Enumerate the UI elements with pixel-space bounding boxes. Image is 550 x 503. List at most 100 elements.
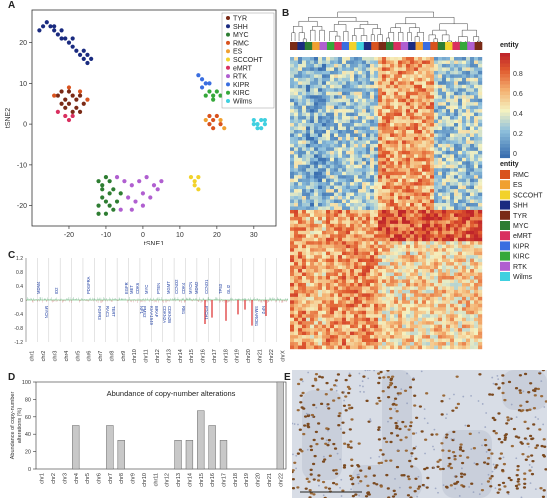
heatmap-cell — [334, 324, 339, 329]
heatmap-cell — [386, 289, 391, 294]
point-RTK-9 — [140, 191, 146, 196]
point-MYC-3 — [107, 179, 112, 184]
heatmap-cell — [434, 248, 439, 252]
heatmap-cell — [434, 84, 439, 89]
heatmap-cell — [446, 286, 451, 291]
heatmap-cell — [350, 234, 355, 238]
heatmap-cell — [346, 345, 351, 350]
heatmap-cell — [302, 116, 307, 120]
heatmap-cell — [450, 317, 455, 322]
heatmap-cell — [342, 307, 347, 311]
tissue-stroma — [302, 370, 547, 498]
heatmap-cell — [470, 60, 475, 65]
heatmap-cell — [386, 57, 391, 61]
heatmap-cell — [330, 91, 335, 96]
heatmap-cell — [318, 227, 323, 232]
heatmap-cell — [310, 237, 315, 242]
heatmap-cell — [370, 206, 375, 211]
point-RMC-1 — [77, 89, 83, 94]
heatmap-cell — [474, 276, 479, 280]
heatmap-cell — [298, 67, 303, 72]
heatmap-cell — [450, 178, 455, 183]
heatmap-cell — [470, 321, 475, 325]
point-SHH-9 — [70, 44, 75, 49]
heatmap-cell — [458, 192, 463, 197]
heatmap-cell — [358, 307, 363, 311]
heatmap-cell — [398, 289, 403, 294]
heatmap-cell — [302, 95, 307, 99]
point-SHH-11 — [77, 52, 83, 57]
heatmap-cell — [362, 244, 367, 249]
heatmap-cell — [330, 105, 335, 110]
heatmap-cell — [310, 67, 315, 72]
point-Wilms-5 — [259, 126, 264, 131]
heatmap-cell — [386, 248, 391, 252]
heatmap-cell — [366, 77, 371, 82]
heatmap-cell — [434, 227, 439, 232]
heatmap-cell — [470, 192, 475, 197]
heatmap-cell — [306, 130, 311, 134]
heatmap-cell — [394, 112, 399, 117]
heatmap-cell — [334, 296, 339, 301]
cnv-gene-label-up-14: TP53 — [218, 283, 223, 294]
heatmap-cell — [418, 140, 423, 145]
heatmap-cell — [366, 185, 371, 190]
heatmap-cell — [474, 335, 479, 339]
heatmap-cell — [298, 248, 303, 252]
heatmap-cell — [422, 269, 427, 273]
heatmap-cell — [318, 269, 323, 273]
heatmap-cell — [386, 269, 391, 273]
heatmap-cell — [334, 67, 339, 72]
heatmap-cell — [330, 255, 335, 259]
heatmap-cell — [298, 178, 303, 183]
heatmap-cell — [354, 244, 359, 249]
heatmap-cell — [290, 328, 295, 332]
heatmap-cell — [398, 213, 403, 218]
bar-chr15 — [197, 410, 205, 470]
heatmap-cell — [290, 234, 295, 238]
heatmap-cell — [306, 60, 311, 65]
heatmap-cell — [454, 102, 459, 106]
heatmap-cell — [454, 91, 459, 96]
heatmap-cell — [366, 269, 371, 273]
heatmap-cell — [474, 140, 479, 145]
heatmap-cell — [338, 303, 343, 308]
heatmap-cell — [386, 136, 391, 141]
heatmap-cell — [298, 276, 303, 280]
heatmap-cell — [446, 303, 451, 308]
heatmap-cell — [414, 328, 419, 332]
heatmap-cell — [378, 286, 383, 291]
heatmap-cell — [462, 77, 467, 82]
heatmap-cell — [418, 143, 423, 148]
heatmap-cell — [386, 293, 391, 298]
heatmap-cell — [478, 272, 483, 277]
heatmap-cell — [378, 331, 383, 336]
heatmap-cell — [310, 216, 315, 221]
heatmap-cell — [318, 335, 323, 339]
heatmap-cell — [474, 213, 479, 218]
heatmap-cell — [310, 105, 315, 110]
heatmap-cell — [294, 328, 299, 332]
heatmap-cell — [358, 269, 363, 273]
heatmap-cell — [342, 95, 347, 99]
heatmap-cell — [406, 276, 411, 280]
heatmap-cell — [306, 310, 311, 315]
heatmap-cell — [470, 241, 475, 245]
heatmap-cell — [294, 192, 299, 197]
heatmap-cell — [454, 77, 459, 82]
heatmap-cell — [366, 154, 371, 159]
heatmap-cell — [474, 192, 479, 197]
heatmap-cell — [374, 300, 379, 305]
heatmap-cell — [302, 255, 307, 259]
heatmap-cell — [302, 223, 307, 228]
heatmap-cell — [338, 182, 343, 186]
heatmap-cell — [290, 88, 295, 92]
heatmap-cell — [382, 175, 387, 179]
heatmap-cell — [294, 265, 299, 270]
heatmap-cell — [442, 91, 447, 96]
heatmap-cell — [322, 60, 327, 65]
heatmap-cell — [338, 279, 343, 284]
heatmap-cell — [354, 95, 359, 99]
heatmap-cell — [366, 216, 371, 221]
heatmap-cell — [382, 196, 387, 200]
